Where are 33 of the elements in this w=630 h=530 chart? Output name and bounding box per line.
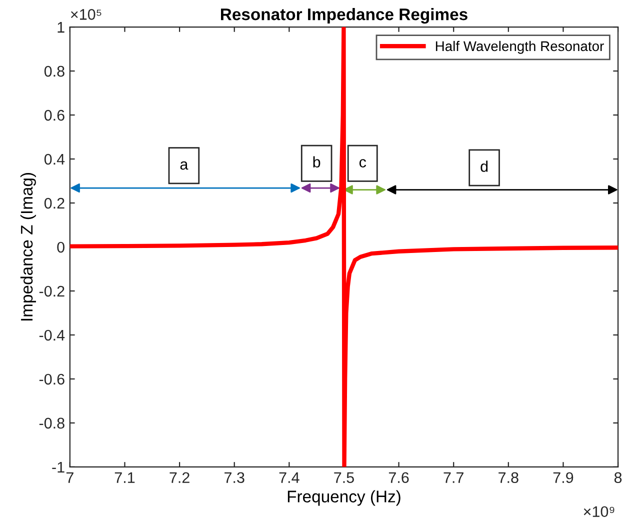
line-series [70, 27, 618, 467]
y-tick-label: -0.6 [39, 374, 64, 385]
y-axis-title: Impedance Z (Imag) [20, 172, 36, 320]
x-tick-label: 7 [66, 472, 74, 483]
x-tick-label: 7.4 [279, 472, 300, 483]
x-tick-label: 7.7 [444, 472, 464, 483]
y-tick-label: -0.2 [39, 286, 64, 297]
x-axis-title: Frequency (Hz) [288, 490, 400, 506]
y-tick-label: 0.4 [44, 154, 65, 165]
x-tick-label: 7.1 [114, 472, 135, 483]
x-tick-label: 7.6 [388, 472, 409, 484]
y-tick-label: 0 [57, 242, 64, 253]
x-tick-label: 7.2 [170, 472, 190, 483]
text: ×10⁵ [70, 9, 102, 20]
y-tick-label: -0.8 [39, 418, 64, 429]
annotation: a [180, 161, 188, 170]
x-tick-label: 7.8 [498, 472, 518, 484]
chart-title: Resonator Impedance Regimes [220, 8, 468, 24]
annotation: b [313, 156, 320, 168]
x-tick-label: 7.3 [224, 472, 244, 484]
y-tick-label: -0.4 [39, 330, 65, 341]
y-tick-label: 0.8 [44, 66, 64, 77]
y-tick-label: 1 [58, 22, 64, 33]
legend-label: Half Wavelength Resonator [436, 40, 604, 54]
annotation: d [480, 160, 488, 172]
y-tick-label: -1 [52, 462, 64, 472]
y-tick-label: 0.2 [44, 198, 64, 209]
x-tick-label: 7.5 [334, 472, 354, 484]
x-tick-label: 8 [614, 472, 622, 484]
text: ×10⁹ [584, 506, 614, 518]
x-tick-label: 7.9 [553, 472, 574, 484]
annotation: c [359, 159, 366, 168]
y-tick-label: 0.6 [44, 110, 64, 121]
